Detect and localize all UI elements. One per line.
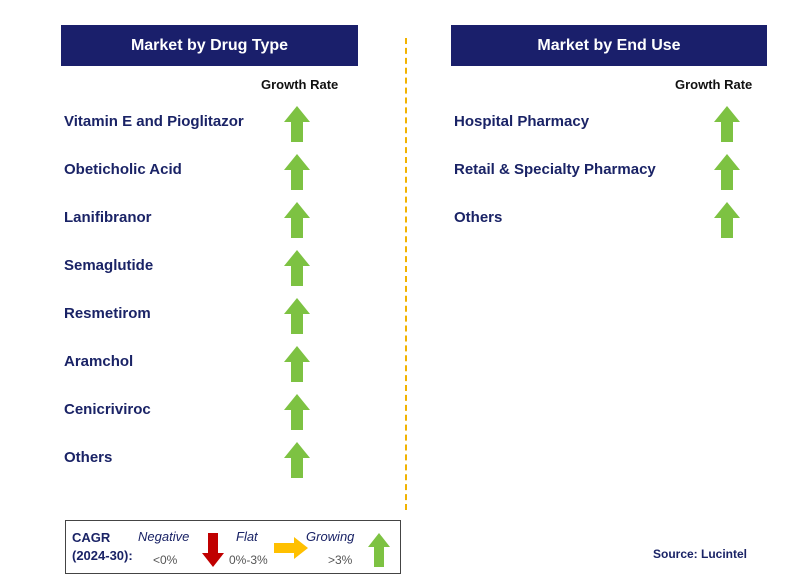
green-up-arrow-icon <box>284 346 310 382</box>
green-up-arrow-icon <box>284 298 310 334</box>
drug-type-growth-rate-label: Growth Rate <box>261 77 339 92</box>
source-note: Source: Lucintel <box>653 547 748 561</box>
drug-type-row-label: Others <box>64 449 113 466</box>
red-down-arrow-icon <box>202 533 224 567</box>
cagr-legend: CAGR (2024-30): Negative <0% Flat 0%-3% … <box>65 520 401 574</box>
drug-type-row: Aramchol <box>64 346 314 382</box>
drug-type-row: Cenicriviroc <box>64 394 314 430</box>
end-use-row: Hospital Pharmacy <box>454 106 744 142</box>
end-use-growth-rate-label: Growth Rate <box>675 77 753 92</box>
drug-type-title: Market by Drug Type <box>130 36 289 54</box>
green-up-arrow-icon <box>284 202 310 238</box>
drug-type-row-label: Cenicriviroc <box>64 401 151 418</box>
green-up-arrow-icon <box>714 202 740 238</box>
drug-type-row-label: Lanifibranor <box>64 209 152 226</box>
drug-type-row-label: Aramchol <box>64 353 134 370</box>
cagr-label-line2: (2024-30): <box>72 548 133 563</box>
negative-range: <0% <box>153 553 178 567</box>
drug-type-row-label: Vitamin E and Pioglitazor <box>64 113 244 130</box>
panel-divider <box>405 38 407 510</box>
cagr-label-line1: CAGR <box>72 530 111 545</box>
green-up-arrow-icon <box>284 154 310 190</box>
drug-type-header: Market by Drug Type <box>61 25 358 66</box>
drug-type-row: Lanifibranor <box>64 202 314 238</box>
flat-title: Flat <box>236 529 258 544</box>
end-use-row: Others <box>454 202 744 238</box>
green-up-arrow-icon <box>284 106 310 142</box>
green-up-arrow-icon <box>284 394 310 430</box>
green-up-arrow-icon <box>284 442 310 478</box>
end-use-header: Market by End Use <box>451 25 767 66</box>
green-up-arrow-icon <box>368 533 390 567</box>
negative-title: Negative <box>138 529 190 544</box>
growing-title: Growing <box>306 529 355 544</box>
drug-type-row: Semaglutide <box>64 250 314 286</box>
drug-type-row: Others <box>64 442 314 478</box>
green-up-arrow-icon <box>714 106 740 142</box>
drug-type-row: Obeticholic Acid <box>64 154 314 190</box>
end-use-row-label: Others <box>454 209 503 226</box>
growing-range: >3% <box>328 553 353 567</box>
flat-range: 0%-3% <box>229 553 268 567</box>
end-use-row-label: Hospital Pharmacy <box>454 113 590 130</box>
yellow-right-arrow-icon <box>274 537 308 559</box>
end-use-row: Retail & Specialty Pharmacy <box>454 154 744 190</box>
green-up-arrow-icon <box>284 250 310 286</box>
drug-type-row-label: Resmetirom <box>64 305 151 322</box>
green-up-arrow-icon <box>714 154 740 190</box>
drug-type-row-label: Obeticholic Acid <box>64 161 182 178</box>
end-use-title: Market by End Use <box>537 36 681 54</box>
drug-type-row: Resmetirom <box>64 298 314 334</box>
drug-type-row-label: Semaglutide <box>64 257 154 274</box>
end-use-row-label: Retail & Specialty Pharmacy <box>454 161 656 178</box>
cagr-label: CAGR (2024-30): <box>72 529 133 565</box>
drug-type-row: Vitamin E and Pioglitazor <box>64 106 314 142</box>
